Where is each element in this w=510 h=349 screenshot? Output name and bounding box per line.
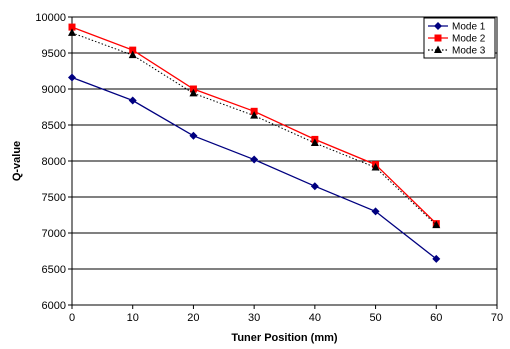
axis-ticks: 6000 6500 7000 7500 8000 8500 9000 9500 10000 0 10…: [35, 12, 503, 324]
data-point: [189, 88, 198, 97]
y-tick-label: 10000: [35, 12, 66, 24]
data-point: [434, 45, 442, 53]
y-tick-label: 6500: [42, 264, 66, 276]
x-axis-title: Tuner Position (mm): [231, 332, 337, 344]
data-point: [68, 73, 76, 82]
y-tick-label: 8500: [42, 120, 66, 132]
legend-label: Mode 2: [452, 34, 486, 45]
y-tick-label: 7000: [42, 228, 66, 240]
series-line: [71, 76, 437, 260]
x-tick-label: 50: [369, 312, 381, 324]
x-tick-label: 40: [309, 312, 321, 324]
x-tick-label: 60: [430, 312, 442, 324]
x-tick-label: 10: [127, 312, 139, 324]
data-point: [68, 28, 76, 36]
y-axis-title: Q-value: [11, 141, 23, 181]
y-tick-label: 6000: [42, 300, 66, 312]
data-point: [432, 254, 441, 263]
data-point: [250, 111, 259, 119]
data-point: [371, 162, 380, 171]
x-tick-label: 30: [248, 312, 260, 324]
legend-item-3: Mode 3: [428, 45, 486, 57]
data-point: [434, 34, 442, 42]
x-tick-label: 0: [69, 312, 75, 324]
data-point: [250, 155, 259, 164]
gridlines: [72, 16, 497, 306]
data-point: [189, 131, 198, 140]
data-point: [68, 23, 76, 31]
data-point: [310, 182, 319, 191]
y-tick-label: 9500: [42, 48, 66, 60]
series-line: [71, 32, 437, 226]
legend-label: Mode 3: [452, 46, 486, 57]
legend-item-1: Mode 1: [428, 22, 486, 33]
x-tick-label: 70: [491, 312, 503, 324]
x-tick-label: 20: [187, 312, 199, 324]
y-tick-label: 9000: [42, 84, 66, 96]
data-point: [128, 96, 137, 105]
legend-item-2: Mode 2: [428, 34, 486, 45]
data-point: [128, 50, 137, 59]
series-layer: [68, 23, 441, 263]
series-3: [68, 28, 441, 229]
y-tick-label: 7500: [42, 192, 66, 204]
data-point: [371, 207, 380, 216]
data-point: [310, 138, 319, 146]
series-1: [68, 73, 441, 263]
data-point: [129, 46, 137, 54]
y-tick-label: 8000: [42, 156, 66, 168]
legend-label: Mode 1: [452, 22, 486, 33]
data-point: [432, 220, 441, 229]
data-point: [434, 22, 442, 30]
